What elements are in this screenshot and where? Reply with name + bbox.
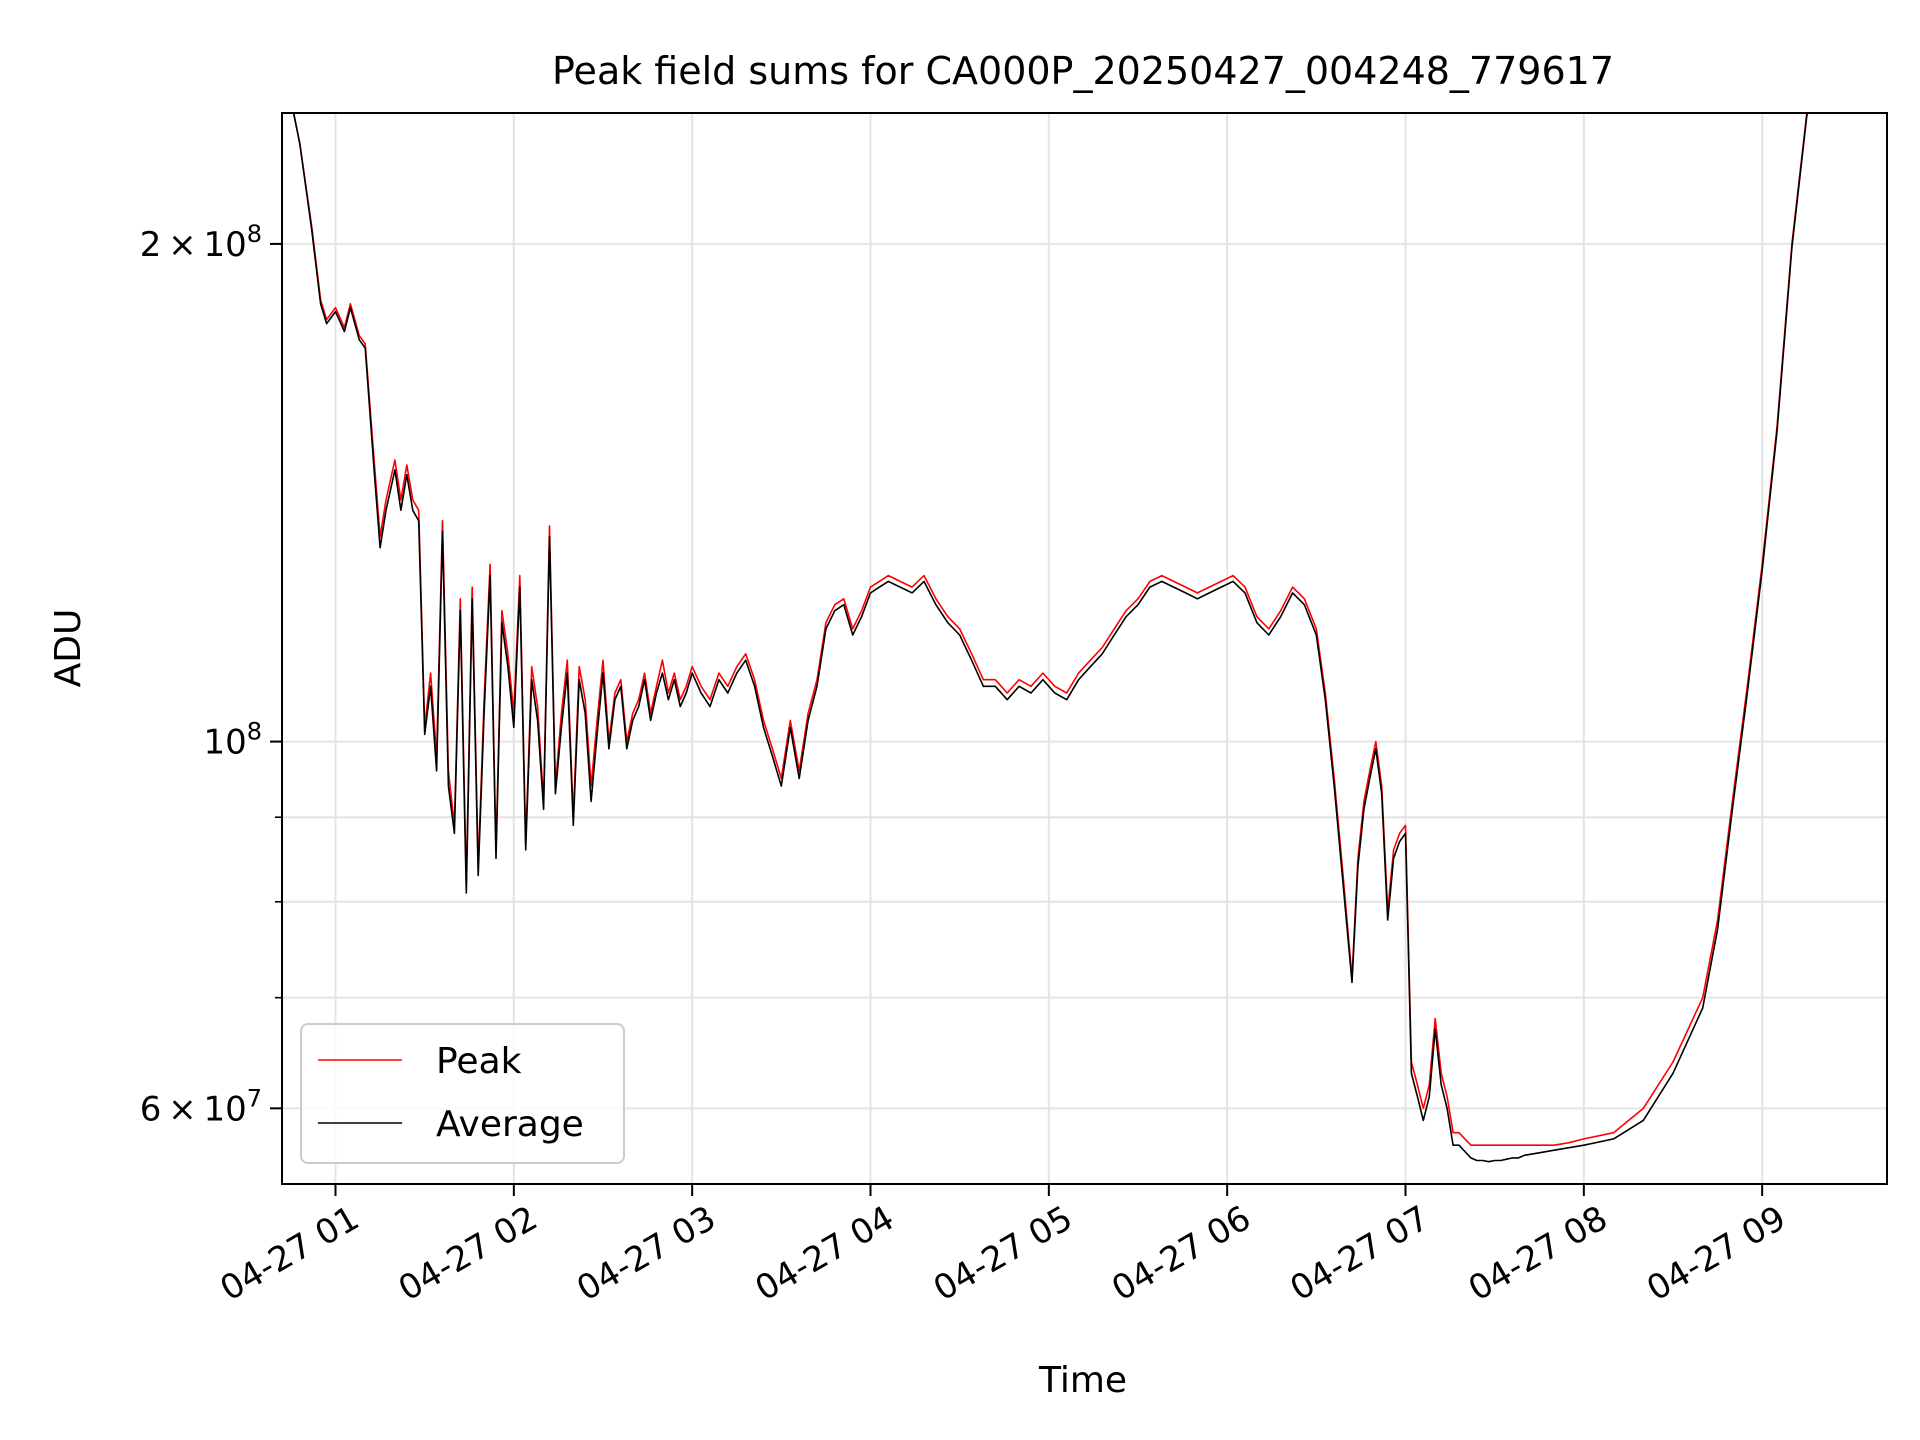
legend-label-peak: Peak (436, 1041, 522, 1082)
grid-layer (282, 113, 1887, 1184)
legend-box (300, 1023, 625, 1164)
y-axis-label: ADU (48, 609, 89, 688)
plot-frame (281, 112, 1888, 1185)
x-axis-label: Time (1038, 1360, 1127, 1401)
y-tick-label: 2 × 108 (140, 220, 262, 265)
series-layer (292, 113, 1809, 1163)
legend-label-average: Average (436, 1104, 584, 1145)
chart-title: Peak field sums for CA000P_20250427_0042… (552, 49, 1614, 93)
y-tick-label: 108 (203, 718, 262, 763)
y-axis: 6 × 107 108 2 × 108 (140, 220, 282, 1129)
y-tick-label: 6 × 107 (140, 1084, 262, 1129)
series-line-average (292, 113, 1809, 1163)
legend: Peak Average (300, 1023, 625, 1164)
